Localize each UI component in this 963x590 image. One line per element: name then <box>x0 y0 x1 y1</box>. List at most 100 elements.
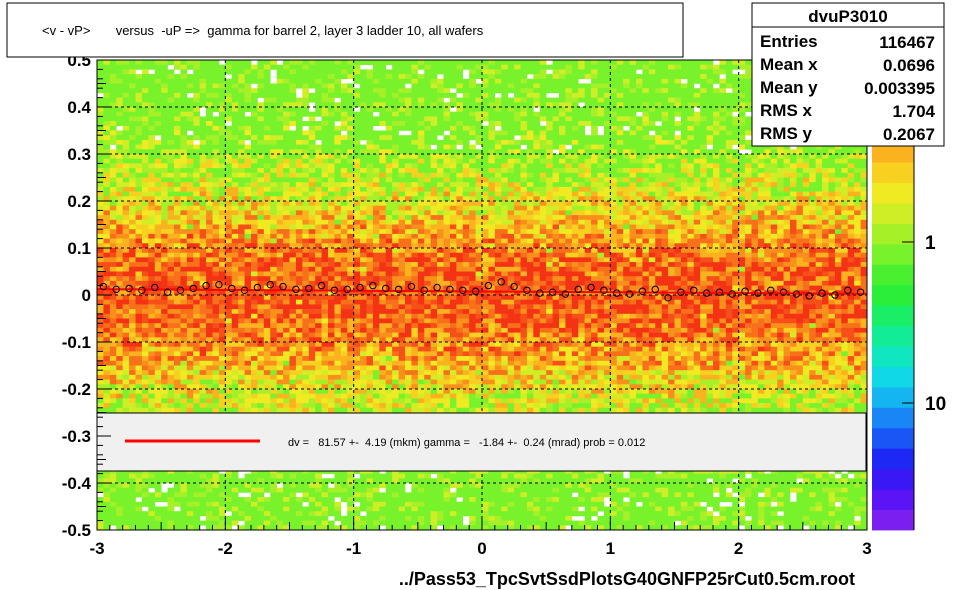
heatmap-cell <box>494 172 502 178</box>
heatmap-cell <box>353 64 361 70</box>
heatmap-cell <box>623 97 630 103</box>
heatmap-cell <box>565 257 573 263</box>
heatmap-cell <box>706 210 714 216</box>
heatmap-cell <box>340 158 348 164</box>
heatmap-cell <box>603 238 611 244</box>
heatmap-cell <box>533 191 541 197</box>
heatmap-cell <box>687 154 695 159</box>
heatmap-cell <box>745 224 752 230</box>
heatmap-cell <box>732 224 739 230</box>
heatmap-cell <box>231 191 239 197</box>
heatmap-cell <box>167 111 175 117</box>
heatmap-cell <box>642 102 650 108</box>
heatmap-cell <box>546 144 553 150</box>
heatmap-cell <box>430 158 438 164</box>
heatmap-cell <box>379 205 387 211</box>
heatmap-cell <box>706 97 714 103</box>
heatmap-cell <box>392 121 399 127</box>
heatmap-cell <box>623 257 630 263</box>
heatmap-cell <box>680 229 688 235</box>
heatmap-cell <box>167 74 175 80</box>
heatmap-cell <box>745 130 752 136</box>
heatmap-cell <box>636 252 643 258</box>
heatmap-cell <box>372 116 380 122</box>
heatmap-cell <box>263 64 271 70</box>
heatmap-cell <box>276 205 284 211</box>
heatmap-cell <box>129 177 136 183</box>
heatmap-cell <box>494 88 502 94</box>
heatmap-cell <box>379 107 387 112</box>
heatmap-cell <box>520 168 528 174</box>
heatmap-cell <box>199 210 207 216</box>
heatmap-cell <box>539 243 547 249</box>
heatmap-cell <box>642 233 650 239</box>
heatmap-cell <box>449 60 457 65</box>
heatmap-cell <box>385 88 393 94</box>
heatmap-cell <box>494 252 502 258</box>
heatmap-cell <box>328 154 335 159</box>
heatmap-cell <box>379 64 387 70</box>
heatmap-cell <box>141 243 149 249</box>
heatmap-cell <box>790 186 797 192</box>
heatmap-cell <box>238 125 245 131</box>
heatmap-cell <box>154 149 162 155</box>
heatmap-cell <box>148 215 156 221</box>
heatmap-cell <box>141 257 149 263</box>
heatmap-cell <box>578 238 585 244</box>
heatmap-cell <box>636 78 643 84</box>
heatmap-cell <box>308 252 316 258</box>
heatmap-cell <box>809 248 816 253</box>
heatmap-cell <box>854 154 861 159</box>
heatmap-cell <box>193 191 200 197</box>
heatmap-cell <box>443 252 451 258</box>
heatmap-cell <box>295 139 303 145</box>
heatmap-cell <box>437 144 444 150</box>
heatmap-cell <box>270 201 277 206</box>
heatmap-cell <box>770 158 778 164</box>
heatmap-cell <box>186 88 194 94</box>
heatmap-cell <box>462 102 470 108</box>
heatmap-cell <box>713 215 720 221</box>
heatmap-cell <box>135 64 143 70</box>
heatmap-cell <box>790 238 797 244</box>
heatmap-cell <box>295 64 303 70</box>
heatmap-cell <box>501 196 508 202</box>
heatmap-cell <box>225 219 233 225</box>
heatmap-cell <box>738 224 746 230</box>
heatmap-cell <box>135 144 143 150</box>
heatmap-cell <box>218 182 226 188</box>
heatmap-cell <box>629 92 637 98</box>
heatmap-cell <box>475 97 483 103</box>
heatmap-cell <box>328 125 335 131</box>
heatmap-cell <box>552 219 560 225</box>
heatmap-cell <box>193 107 200 112</box>
heatmap-cell <box>263 97 271 103</box>
heatmap-cell <box>655 107 662 112</box>
heatmap-cell <box>623 92 630 98</box>
heatmap-cell <box>770 215 778 221</box>
heatmap-cell <box>154 64 162 70</box>
heatmap-cell <box>674 168 682 174</box>
heatmap-cell <box>161 102 168 108</box>
heatmap-cell <box>680 252 688 258</box>
heatmap-cell <box>732 139 739 145</box>
heatmap-cell <box>597 78 605 84</box>
heatmap-cell <box>109 163 117 169</box>
heatmap-cell <box>135 215 143 221</box>
heatmap-cell <box>225 83 233 89</box>
heatmap-cell <box>199 74 207 80</box>
heatmap-cell <box>116 154 123 159</box>
heatmap-cell <box>289 215 297 221</box>
heatmap-cell <box>276 144 284 150</box>
heatmap-cell <box>360 257 367 263</box>
heatmap-cell <box>706 92 714 98</box>
heatmap-cell <box>687 158 695 164</box>
heatmap-cell <box>674 92 682 98</box>
heatmap-cell <box>565 158 573 164</box>
heatmap-cell <box>251 139 258 145</box>
heatmap-cell <box>103 243 111 249</box>
heatmap-cell <box>552 121 560 127</box>
heatmap-cell <box>379 83 387 89</box>
heatmap-cell <box>103 130 111 136</box>
heatmap-cell <box>437 125 444 131</box>
